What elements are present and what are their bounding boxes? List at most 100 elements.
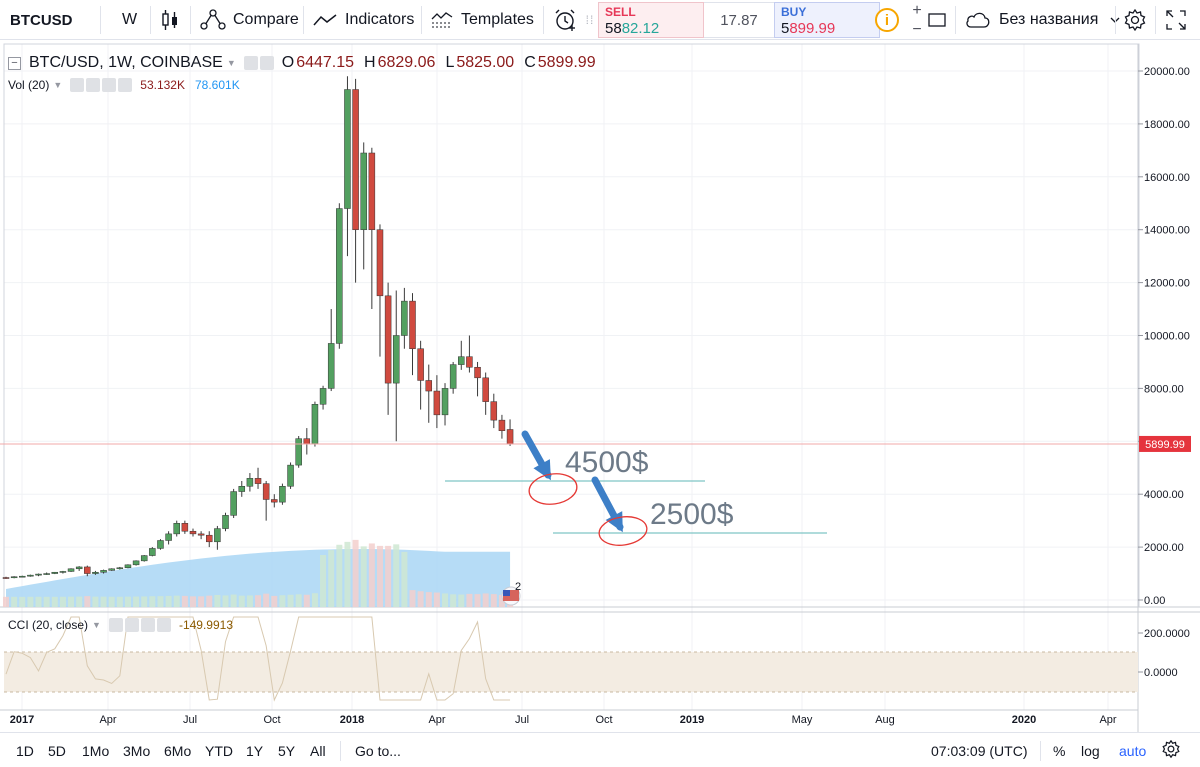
cloud-icon: [965, 11, 991, 29]
candle-body: [84, 566, 91, 574]
info-icon[interactable]: i: [875, 8, 899, 32]
settings-mini-icon[interactable]: [124, 618, 139, 632]
candle-body: [75, 566, 83, 570]
cci-value: -149.9913: [178, 618, 233, 632]
drag-handle-icon[interactable]: ⁞⁞: [585, 13, 595, 27]
eye-icon[interactable]: [108, 618, 123, 632]
candle-body: [311, 404, 319, 445]
time-tick-label: 2019: [680, 714, 704, 726]
candle-body: [173, 523, 180, 535]
settings-mini-icon[interactable]: [259, 56, 274, 70]
range-5y[interactable]: 5Y: [278, 742, 296, 759]
settings-mini-icon[interactable]: [86, 78, 101, 92]
fullscreen-button[interactable]: [1166, 0, 1186, 40]
volume-bar: [84, 596, 91, 607]
candle-body: [165, 533, 172, 541]
collapse-icon[interactable]: −: [8, 56, 21, 70]
volume-bar: [336, 544, 343, 607]
drawing-annotations[interactable]: 4500$2500$ 2: [445, 430, 827, 606]
volume-bar: [35, 596, 42, 607]
symbol-search[interactable]: BTCUSD: [10, 11, 73, 29]
candle-body: [222, 515, 229, 529]
clock-time[interactable]: 07:03:09 (UTC): [931, 742, 1028, 759]
log-scale-button[interactable]: log: [1081, 742, 1100, 759]
price-axis[interactable]: 20000.00 18000.00 16000.00 14000.00 12000.00…: [1138, 66, 1190, 607]
eye-icon[interactable]: [70, 78, 85, 92]
volume-bar: [238, 595, 245, 607]
candle-body: [100, 570, 107, 573]
toolbar-divider: [543, 6, 544, 34]
candle-body: [2, 577, 10, 579]
volume-bar: [100, 596, 107, 607]
chart-settings-button[interactable]: [1162, 733, 1180, 767]
goto-button[interactable]: Go to...: [355, 742, 401, 759]
range-ytd[interactable]: YTD: [205, 742, 233, 759]
event-count-badge: 2: [515, 581, 521, 593]
buy-price-prefix: 5: [781, 20, 790, 37]
candle-body: [92, 571, 99, 574]
price-tick-label: 0.00: [1144, 595, 1165, 607]
sell-button[interactable]: SELL 5882.12: [598, 2, 704, 38]
time-axis[interactable]: 2017 Apr Jul Oct 2018 Apr Jul Oct 2019 May Aug 2020…: [10, 714, 1117, 726]
eye-icon[interactable]: [243, 56, 258, 70]
volume-bar: [189, 596, 196, 607]
candles-icon: [160, 9, 180, 31]
interval-button[interactable]: W: [122, 11, 138, 28]
settings-button[interactable]: [1124, 0, 1146, 40]
cci-controls: [108, 618, 171, 632]
range-1mo[interactable]: 1Mo: [82, 742, 110, 759]
cci-title[interactable]: CCI (20, close): [8, 618, 89, 632]
candle-body: [392, 335, 400, 384]
candle-body: [67, 568, 75, 572]
plus-icon[interactable]: [102, 78, 117, 92]
plus-icon[interactable]: [140, 618, 155, 632]
volume-bar: [328, 550, 335, 607]
candle-body: [506, 429, 514, 445]
close-icon[interactable]: [118, 78, 133, 92]
volume-bar: [76, 596, 83, 607]
buy-button[interactable]: BUY 5899.99: [774, 2, 880, 38]
candle-body: [417, 348, 424, 381]
range-3mo[interactable]: 3Mo: [123, 742, 151, 759]
close-icon[interactable]: [156, 618, 171, 632]
volume-bar: [108, 596, 115, 607]
volume-bar: [466, 593, 473, 607]
compare-button[interactable]: Compare: [200, 0, 299, 40]
target-circle: [528, 473, 578, 505]
volume-bar: [458, 594, 465, 607]
volume-bar: [295, 594, 302, 607]
zoom-in-button[interactable]: +: [912, 2, 922, 19]
candle-body: [319, 388, 327, 405]
volume-bar: [482, 593, 489, 607]
series-title[interactable]: BTC/USD, 1W, COINBASE: [29, 54, 223, 71]
chevron-down-icon: ▼: [53, 80, 63, 90]
candle-body: [43, 573, 50, 575]
price-tick-label: 2000.00: [1144, 542, 1184, 554]
volume-title[interactable]: Vol (20): [8, 78, 50, 92]
target-circle: [598, 516, 648, 546]
price-tick-label: 8000.00: [1144, 383, 1184, 395]
templates-button[interactable]: Templates: [431, 0, 534, 40]
alert-button[interactable]: [553, 0, 577, 40]
auto-scale-button[interactable]: auto: [1119, 742, 1147, 759]
range-5d[interactable]: 5D: [48, 742, 66, 759]
time-tick-label: 2020: [1012, 714, 1036, 726]
candle-body: [197, 533, 205, 536]
price-tick-label: 10000.00: [1144, 331, 1190, 343]
candle-body: [458, 356, 465, 365]
range-1y[interactable]: 1Y: [246, 742, 264, 759]
range-all[interactable]: All: [310, 742, 326, 759]
indicators-button[interactable]: Indicators: [313, 0, 414, 40]
volume-ma-value: 78.601K: [195, 78, 240, 92]
open-value: 6447.15: [296, 54, 355, 71]
range-1d[interactable]: 1D: [16, 742, 34, 759]
candles-series: [2, 76, 514, 579]
percent-scale-button[interactable]: %: [1053, 742, 1066, 759]
toolbar-divider: [955, 6, 956, 34]
chart-style-button[interactable]: [160, 0, 180, 40]
range-6mo[interactable]: 6Mo: [164, 742, 192, 759]
zoom-out-button[interactable]: −: [912, 21, 922, 38]
fullscreen-layout-button[interactable]: [928, 0, 946, 40]
volume-bar: [474, 594, 481, 607]
